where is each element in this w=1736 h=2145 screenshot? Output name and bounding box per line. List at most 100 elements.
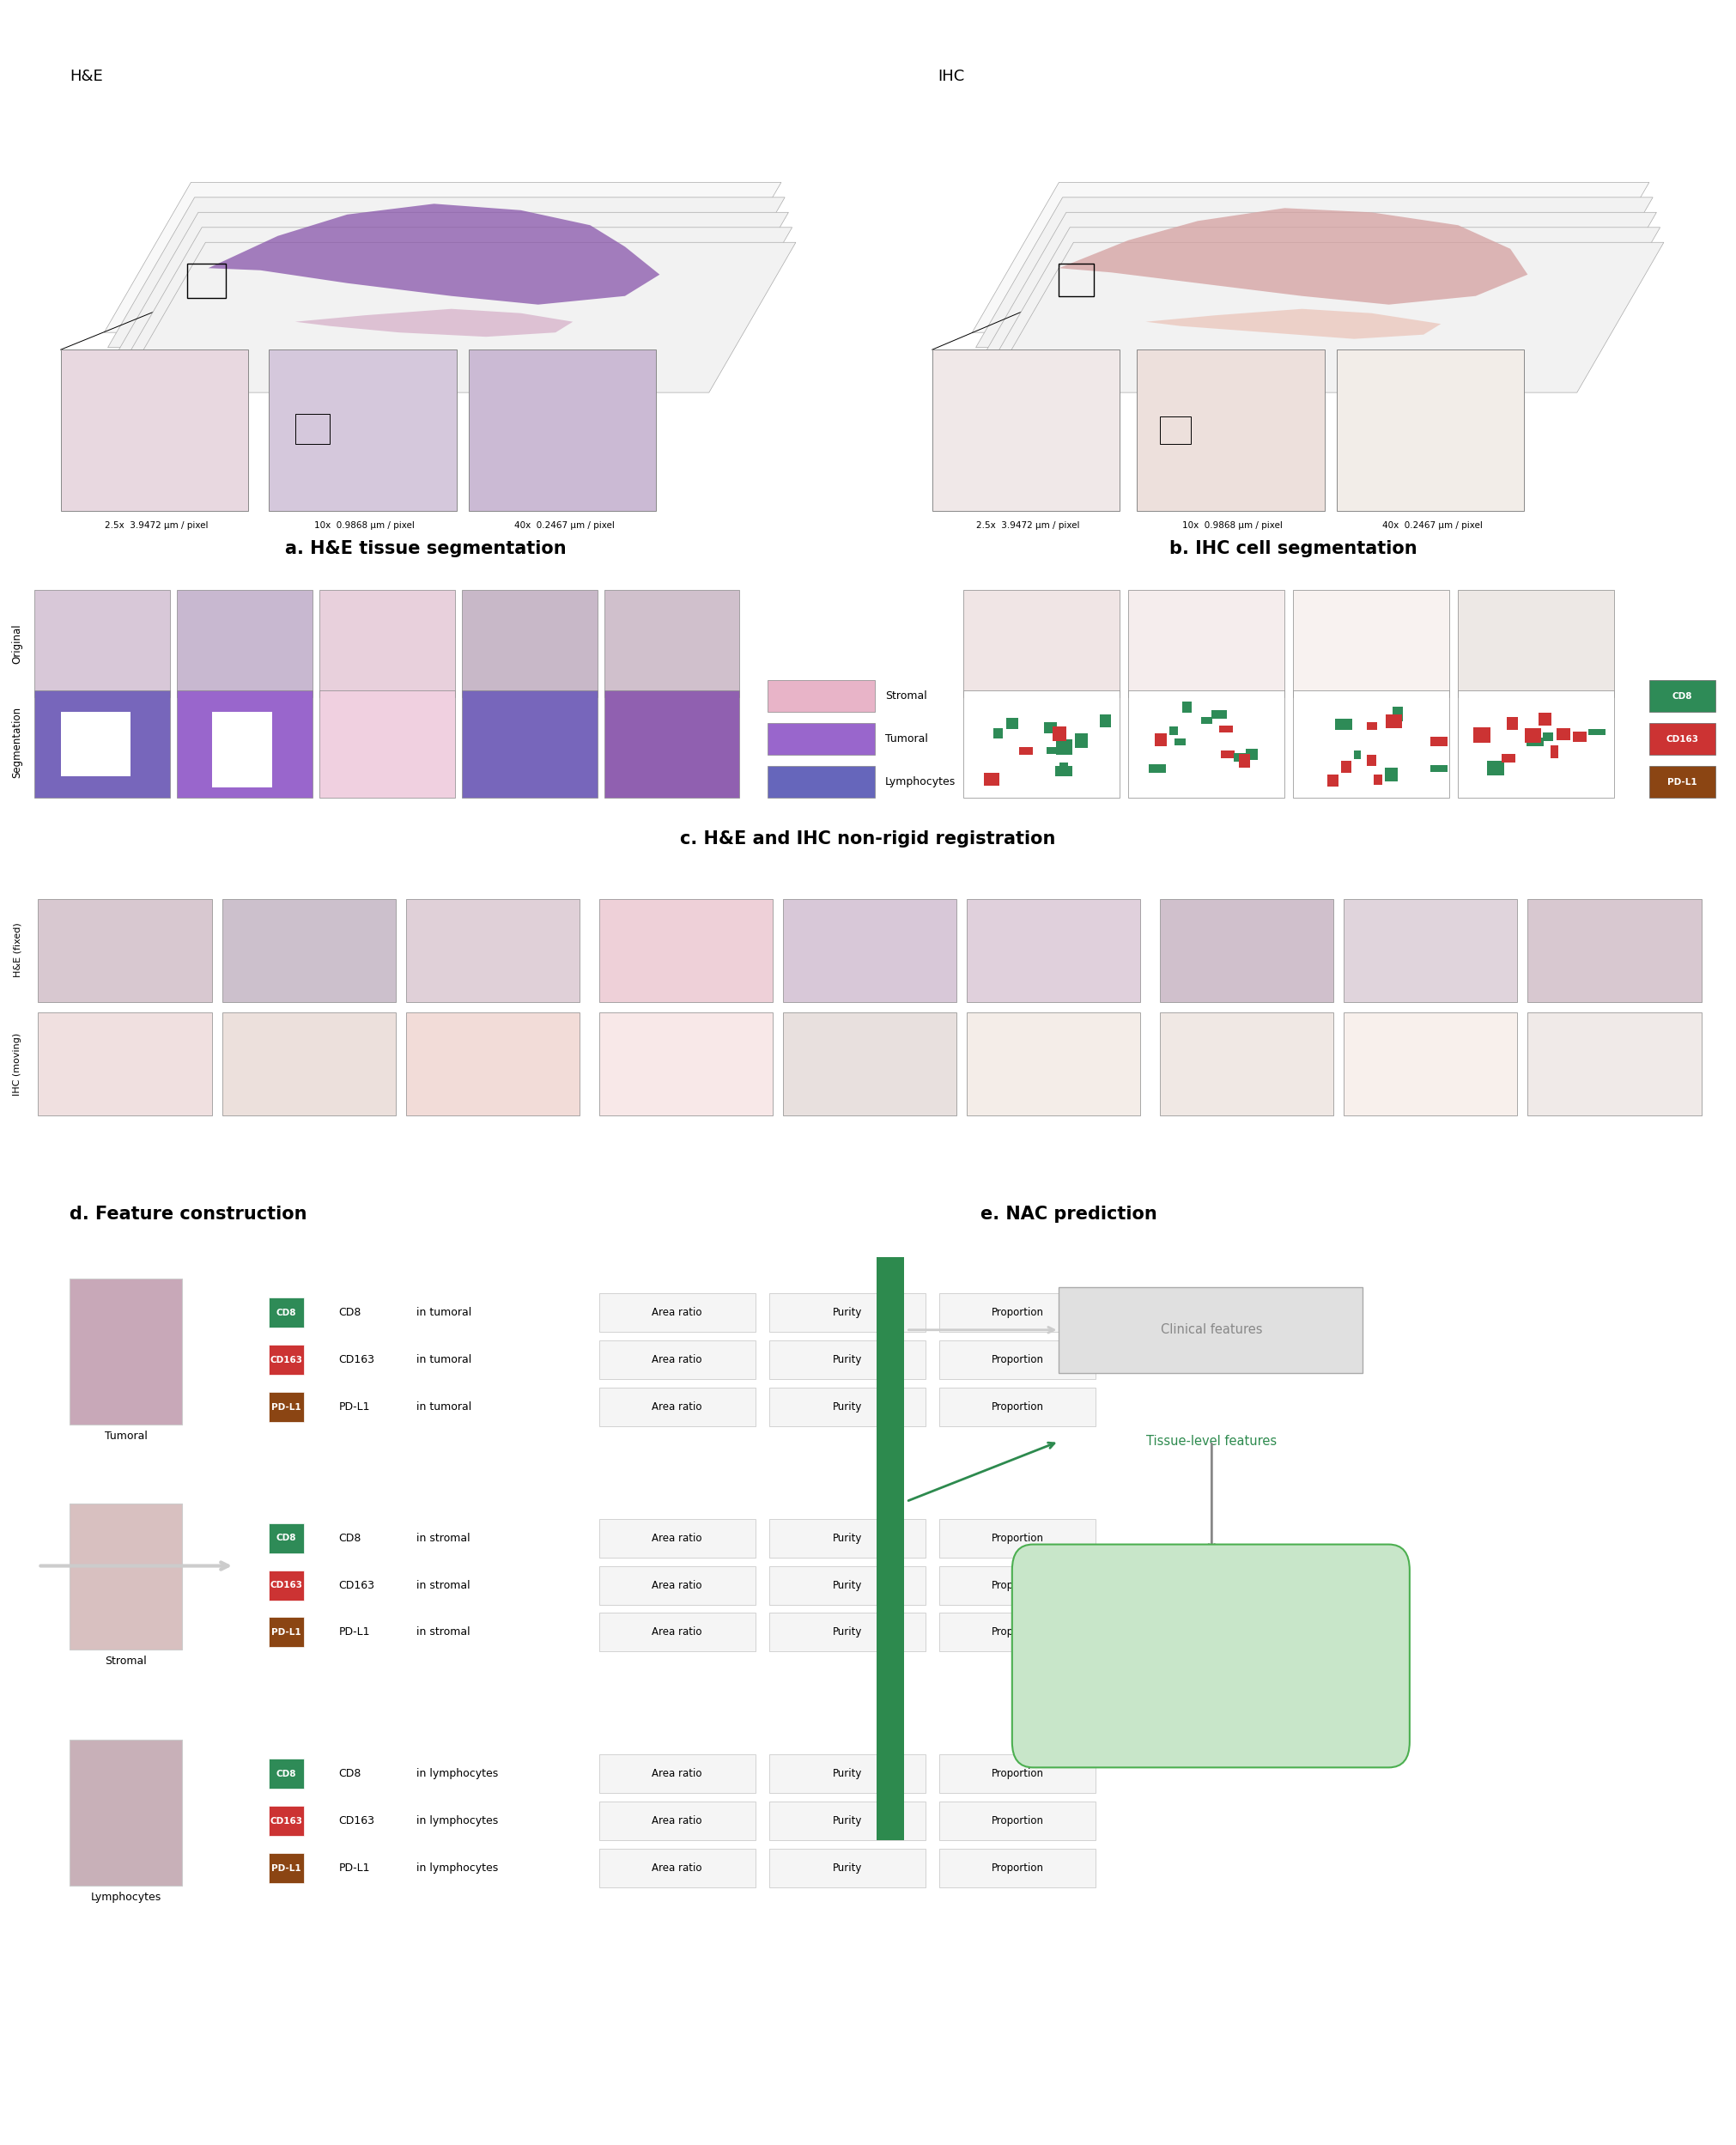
Text: Area ratio: Area ratio [653,1401,701,1414]
Bar [599,1519,755,1557]
Bar [1528,738,1543,746]
Bar [939,1519,1095,1557]
Polygon shape [104,182,781,332]
Bar [932,350,1120,511]
Polygon shape [983,227,1660,378]
Bar [967,899,1141,1002]
Bar [269,1759,304,1789]
Bar [769,1293,925,1332]
Bar [1507,716,1517,729]
Bar [1149,764,1167,772]
Text: Tissue-level features: Tissue-level features [1146,1435,1278,1448]
Text: PD-L1: PD-L1 [339,1626,370,1639]
Text: in lymphocytes: in lymphocytes [417,1862,498,1875]
Bar [767,680,875,712]
Bar [599,1341,755,1379]
Bar [1458,590,1614,697]
Bar [1649,723,1715,755]
Bar [599,1293,755,1332]
Bar [1344,1012,1517,1115]
Bar [1160,1012,1333,1115]
Bar [35,691,170,798]
Bar [1368,755,1377,766]
Bar [967,1012,1141,1115]
Bar [38,899,212,1002]
Bar [1557,727,1569,740]
Bar [939,1755,1095,1793]
Bar [38,1012,212,1115]
Bar [1246,749,1259,759]
Polygon shape [976,197,1653,347]
Bar [1344,899,1517,1002]
Text: Lymphocytes: Lymphocytes [885,776,957,787]
Bar [939,1849,1095,1888]
Text: Area ratio: Area ratio [653,1626,701,1639]
Bar [984,772,1000,785]
Bar [1052,727,1066,742]
Polygon shape [1146,309,1441,339]
Bar [1385,768,1397,781]
Polygon shape [986,242,1663,393]
Bar [295,414,330,444]
Bar [319,590,455,697]
Polygon shape [111,212,788,363]
Text: CD163: CD163 [339,1579,375,1592]
Bar [69,1504,182,1650]
Bar [1649,766,1715,798]
Bar [939,1802,1095,1840]
Text: PD-L1: PD-L1 [271,1403,302,1411]
Bar [1019,746,1033,755]
Text: in stromal: in stromal [417,1579,470,1592]
Bar [599,1802,755,1840]
Bar [1055,766,1073,776]
Bar [783,1012,957,1115]
Text: PD-L1: PD-L1 [339,1401,370,1414]
Text: Area ratio: Area ratio [653,1767,701,1780]
Text: Tumoral: Tumoral [104,1431,148,1441]
Polygon shape [208,204,660,305]
Bar [939,1388,1095,1426]
Bar [1502,753,1516,761]
Text: CD163: CD163 [1667,734,1698,744]
Bar [767,723,875,755]
Bar [1059,761,1068,772]
Bar [406,899,580,1002]
Text: in stromal: in stromal [417,1626,470,1639]
Bar [319,691,455,798]
Text: CD163: CD163 [271,1356,302,1364]
Text: 40x  0.2467 μm / pixel: 40x 0.2467 μm / pixel [1382,521,1483,530]
Bar [35,590,170,697]
Text: Area ratio: Area ratio [653,1353,701,1366]
Text: Proportion: Proportion [991,1532,1043,1544]
Bar [769,1755,925,1793]
Bar [1328,774,1338,787]
Bar [1007,719,1019,729]
Bar [177,590,312,697]
Bar [1385,714,1403,727]
Bar [406,1012,580,1115]
Polygon shape [118,242,795,393]
Bar [69,1740,182,1885]
Bar [269,1806,304,1836]
Text: Area ratio: Area ratio [653,1579,701,1592]
Bar [269,350,457,511]
Text: Purity: Purity [832,1767,863,1780]
Bar [993,727,1003,738]
Bar [1542,731,1554,740]
Bar [599,899,773,1002]
Bar [1342,761,1352,772]
Text: c. H&E and IHC non-rigid registration: c. H&E and IHC non-rigid registration [681,830,1055,847]
Bar [1240,753,1250,768]
Text: CD163: CD163 [339,1815,375,1828]
Bar [939,1293,1095,1332]
Text: Area ratio: Area ratio [653,1862,701,1875]
Bar [599,1566,755,1604]
Bar [1043,723,1057,734]
Bar [1182,701,1191,712]
Bar [769,1849,925,1888]
Bar [187,264,226,298]
Bar [1373,774,1382,785]
Bar [1128,590,1285,697]
Polygon shape [1059,208,1528,305]
Bar [1154,734,1167,746]
